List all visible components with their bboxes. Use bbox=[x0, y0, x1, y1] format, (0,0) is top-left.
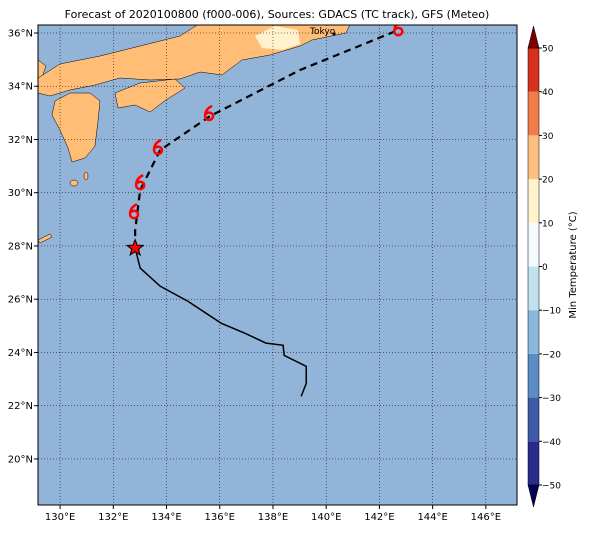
colorbar-over bbox=[527, 25, 540, 49]
map-frame bbox=[37, 24, 518, 506]
city-label: Tokyo bbox=[309, 27, 336, 37]
y-tick-label: 32°N bbox=[8, 135, 33, 146]
y-tick-label: 24°N bbox=[8, 348, 33, 359]
y-tick-label: 22°N bbox=[8, 401, 33, 412]
x-tick-label: 134°E bbox=[151, 512, 181, 523]
forecast-track bbox=[134, 29, 399, 249]
colorbar-bin bbox=[528, 441, 539, 485]
x-tick-label: 136°E bbox=[205, 512, 235, 523]
y-tick-label: 34°N bbox=[8, 82, 33, 93]
colorbar-tick-label: −30 bbox=[542, 394, 561, 404]
colorbar-bin bbox=[528, 135, 539, 180]
x-tick-label: 138°E bbox=[258, 512, 288, 523]
x-tick-label: 146°E bbox=[471, 512, 501, 523]
x-tick-label: 132°E bbox=[98, 512, 128, 523]
x-tick-label: 142°E bbox=[364, 512, 394, 523]
y-tick-label: 20°N bbox=[8, 454, 33, 465]
colorbar-tick-label: 40 bbox=[542, 88, 554, 98]
colorbar-bin bbox=[528, 353, 539, 398]
city-dot bbox=[332, 32, 336, 36]
x-tick-label: 140°E bbox=[311, 512, 341, 523]
storm-symbol bbox=[203, 104, 215, 122]
colorbar-tick-label: −10 bbox=[542, 307, 561, 317]
x-tick-label: 144°E bbox=[417, 512, 447, 523]
colorbar-tick-label: −40 bbox=[542, 438, 561, 448]
colorbar-tick-label: 20 bbox=[542, 176, 554, 186]
colorbar-tick-label: 50 bbox=[542, 45, 554, 55]
x-tick-label: 130°E bbox=[45, 512, 75, 523]
colorbar-bin bbox=[528, 222, 539, 267]
island bbox=[69, 179, 79, 187]
ocean bbox=[38, 25, 517, 505]
cool-patch bbox=[255, 26, 300, 50]
land bbox=[38, 25, 350, 244]
island bbox=[83, 171, 89, 181]
colorbar-tick-label: −20 bbox=[542, 350, 561, 360]
y-tick-label: 36°N bbox=[8, 28, 33, 39]
y-tick-label: 26°N bbox=[8, 295, 33, 306]
colorbar-tick-label: −50 bbox=[542, 482, 561, 492]
storm-symbol bbox=[152, 138, 164, 156]
colorbar-bin bbox=[528, 91, 539, 136]
storm-symbol bbox=[128, 203, 140, 220]
colorbar-bin bbox=[528, 397, 539, 442]
storm-symbol bbox=[393, 25, 404, 37]
colorbar-tick-label: 30 bbox=[542, 132, 554, 142]
y-tick-label: 28°N bbox=[8, 241, 33, 252]
title: Forecast of 2020100800 (f000-006), Sourc… bbox=[65, 8, 490, 21]
colorbar-label: Min Temperature (°C) bbox=[568, 211, 579, 318]
kyushu bbox=[51, 92, 101, 163]
colorbar-bin bbox=[528, 310, 539, 354]
colorbar-under bbox=[527, 484, 540, 508]
current-position bbox=[125, 238, 145, 257]
shikoku bbox=[114, 78, 186, 113]
past-track bbox=[134, 247, 307, 397]
colorbar-bin bbox=[528, 266, 539, 311]
colorbar-bin bbox=[528, 179, 539, 223]
y-tick-label: 30°N bbox=[8, 188, 33, 199]
island bbox=[38, 233, 53, 244]
storm-symbol bbox=[134, 174, 146, 191]
colorbar-tick-label: 0 bbox=[542, 263, 548, 273]
colorbar-tick-label: 10 bbox=[542, 219, 554, 229]
colorbar-bin bbox=[528, 48, 539, 92]
